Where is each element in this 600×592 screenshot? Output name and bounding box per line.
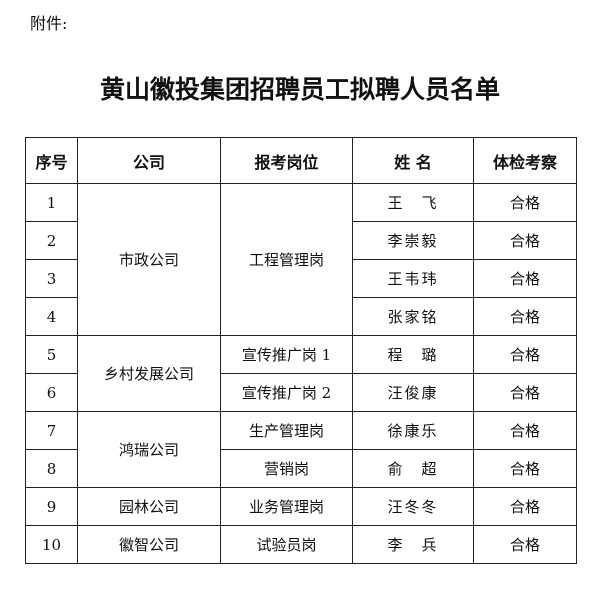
attachment-label: 附件:	[30, 14, 68, 33]
table-row: 7 鸿瑞公司 生产管理岗 徐康乐 合格	[25, 411, 577, 488]
cell-name: 王 飞	[352, 183, 474, 222]
cell-result: 合格	[473, 449, 577, 488]
cell-no: 1	[25, 183, 78, 222]
table-row: 9 园林公司 业务管理岗 汪冬冬 合格	[25, 487, 577, 526]
cell-company: 徽智公司	[77, 525, 221, 564]
cell-result: 合格	[473, 221, 577, 260]
cell-company: 鸿瑞公司	[77, 411, 221, 488]
cell-name: 徐康乐	[352, 411, 474, 450]
cell-result: 合格	[473, 183, 577, 222]
cell-name: 王韦玮	[352, 259, 474, 298]
cell-no: 7	[25, 411, 78, 450]
cell-position: 生产管理岗	[220, 411, 353, 450]
cell-name: 张家铭	[352, 297, 474, 336]
table-row: 2 李崇毅 合格	[25, 221, 577, 260]
cell-position: 工程管理岗	[220, 183, 353, 336]
cell-no: 2	[25, 221, 78, 260]
header-result: 体检考察	[473, 137, 577, 184]
cell-result: 合格	[473, 411, 577, 450]
cell-position: 宣传推广岗 1	[220, 335, 353, 374]
cell-name: 程 璐	[352, 335, 474, 374]
header-position: 报考岗位	[220, 137, 353, 184]
cell-company: 园林公司	[77, 487, 221, 526]
cell-no: 8	[25, 449, 78, 488]
table-row: 3 王韦玮 合格	[25, 259, 577, 298]
cell-result: 合格	[473, 373, 577, 412]
cell-no: 4	[25, 297, 78, 336]
cell-company: 市政公司	[77, 183, 221, 336]
table-row: 6 宣传推广岗 2 汪俊康 合格	[25, 373, 577, 412]
cell-position: 营销岗	[220, 449, 353, 488]
table-row: 10 徽智公司 试验员岗 李 兵 合格	[25, 525, 577, 564]
cell-result: 合格	[473, 259, 577, 298]
cell-company: 乡村发展公司	[77, 335, 221, 412]
cell-name: 李崇毅	[352, 221, 474, 260]
cell-result: 合格	[473, 525, 577, 564]
header-company: 公司	[77, 137, 221, 184]
cell-position: 宣传推广岗 2	[220, 373, 353, 412]
table-row: 5 乡村发展公司 宣传推广岗 1 程 璐 合格	[25, 335, 577, 412]
candidate-table: 序号 公司 报考岗位 姓 名 体检考察 1 市政公司 工程管理岗 王 飞 合格 …	[25, 137, 577, 564]
cell-result: 合格	[473, 297, 577, 336]
cell-no: 5	[25, 335, 78, 374]
cell-name: 李 兵	[352, 525, 474, 564]
document-title: 黄山徽投集团招聘员工拟聘人员名单	[99, 75, 500, 104]
cell-name: 俞 超	[352, 449, 474, 488]
cell-no: 3	[25, 259, 78, 298]
cell-result: 合格	[473, 487, 577, 526]
cell-name: 汪冬冬	[352, 487, 474, 526]
header-name: 姓 名	[352, 137, 474, 184]
table-row: 1 市政公司 工程管理岗 王 飞 合格	[25, 183, 577, 336]
cell-position: 业务管理岗	[220, 487, 353, 526]
cell-name: 汪俊康	[352, 373, 474, 412]
cell-result: 合格	[473, 335, 577, 374]
cell-no: 10	[25, 525, 78, 564]
table-header-row: 序号 公司 报考岗位 姓 名 体检考察	[25, 137, 577, 184]
cell-no: 9	[25, 487, 78, 526]
cell-no: 6	[25, 373, 78, 412]
header-no: 序号	[25, 137, 78, 184]
cell-position: 试验员岗	[220, 525, 353, 564]
